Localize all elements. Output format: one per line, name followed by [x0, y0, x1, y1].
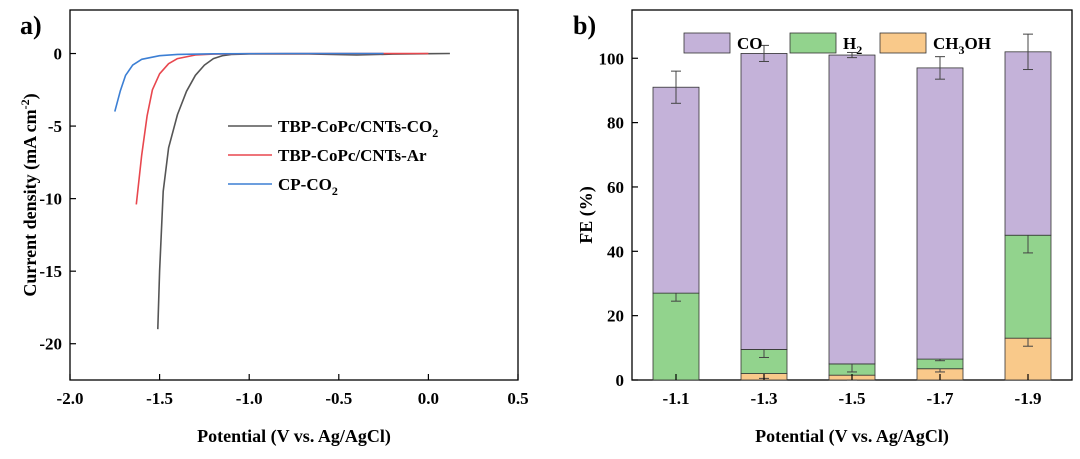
bar-co-0 — [652, 86, 700, 294]
x-tick-label-a: -0.5 — [325, 389, 352, 408]
panel-a: a) 0 -5 -10 -15 -20 -2.0 -1.5 -1.0 -0.5 0.0 0.5 P… — [18, 9, 529, 447]
series-line-2 — [114, 52, 384, 112]
y-axis-label-a: Current density (mA cm-2) — [18, 93, 41, 296]
legend-label-co: CO — [737, 34, 763, 53]
x-axis-label-a: Potential (V vs. Ag/AgCl) — [197, 426, 391, 447]
error-bar — [671, 70, 681, 104]
y-tick-label-b: 60 — [607, 178, 624, 197]
x-tick-label-a: -1.0 — [236, 389, 263, 408]
y-tick-label-b: 80 — [607, 114, 624, 133]
series-line-0 — [157, 52, 450, 330]
category-label: -1.7 — [927, 389, 954, 408]
legend-swatch-ch3oh — [879, 32, 927, 54]
y-tick-label-a: -20 — [39, 335, 62, 354]
panel-a-label: a) — [20, 11, 42, 40]
y-tick-label-b: 20 — [607, 307, 624, 326]
bar-co-2 — [828, 54, 876, 365]
panel-b: b) 0 20 40 60 80 100 -1.1 -1.3 -1.5 -1.7 -1.9 Pot… — [573, 9, 1073, 447]
legend-label-1: TBP-CoPc/CNTs-Ar — [278, 146, 427, 165]
legend-label-2: CP-CO2 — [278, 175, 338, 198]
error-bar — [759, 44, 769, 62]
bar-co-3 — [916, 67, 964, 360]
y-tick-label-b: 100 — [599, 49, 625, 68]
y-tick-label-a: -15 — [39, 262, 62, 281]
bar-co-4 — [1004, 51, 1052, 236]
plot-frame-a — [69, 9, 519, 381]
y-tick-label-a: 0 — [54, 45, 63, 64]
legend-b: CO H2 CH3OH — [683, 32, 991, 57]
legend-a: TBP-CoPc/CNTs-CO2 TBP-CoPc/CNTs-Ar CP-CO… — [228, 117, 438, 198]
bar-co-1 — [740, 53, 788, 350]
category-label: -1.9 — [1015, 389, 1042, 408]
error-bar — [1023, 33, 1033, 71]
panel-b-label: b) — [573, 11, 596, 40]
y-tick-label-b: 40 — [607, 242, 624, 261]
error-bar — [935, 56, 945, 80]
y-tick-label-a: -10 — [39, 190, 62, 209]
category-label: -1.1 — [663, 389, 690, 408]
x-tick-label-a: -2.0 — [57, 389, 84, 408]
category-label: -1.3 — [751, 389, 778, 408]
y-tick-label-b: 0 — [616, 371, 625, 390]
legend-label-h2: H2 — [843, 34, 862, 57]
x-tick-label-a: -1.5 — [146, 389, 173, 408]
legend-label-0: TBP-CoPc/CNTs-CO2 — [278, 117, 438, 140]
legend-label-ch3oh: CH3OH — [933, 34, 991, 57]
error-bar — [847, 51, 857, 59]
category-label: -1.5 — [839, 389, 866, 408]
x-axis-label-b: Potential (V vs. Ag/AgCl) — [755, 426, 949, 447]
legend-swatch-h2 — [789, 32, 837, 54]
legend-swatch-co — [683, 32, 731, 54]
y-axis-label-b: FE (%) — [576, 186, 597, 244]
x-tick-label-a: 0.5 — [507, 389, 528, 408]
y-tick-label-a: -5 — [48, 117, 62, 136]
x-tick-label-a: 0.0 — [418, 389, 439, 408]
bar-h2-0 — [652, 292, 700, 381]
